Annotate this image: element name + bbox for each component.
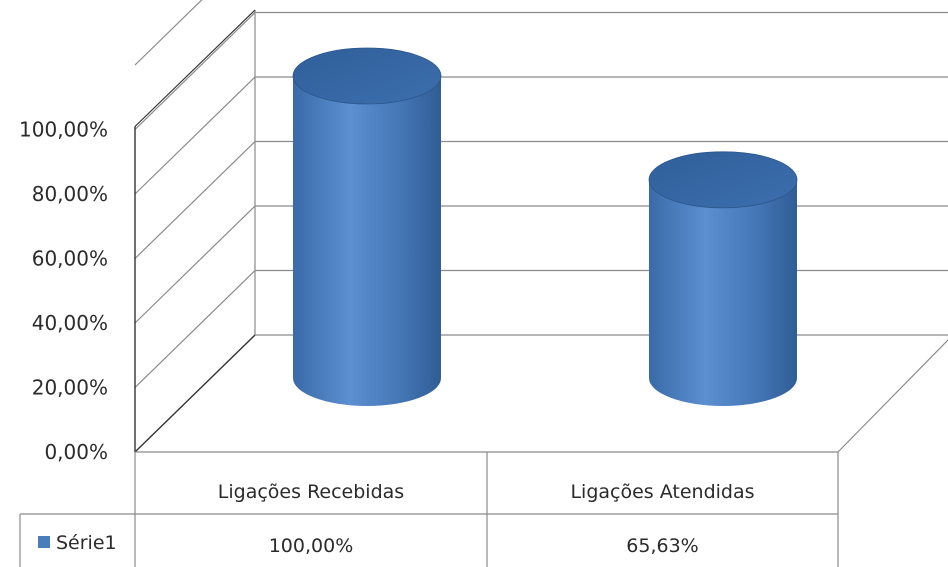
bars <box>292 47 798 406</box>
y-tick-label: 80,00% <box>32 182 108 206</box>
side-wall-top <box>134 9 256 127</box>
y-tick-label: 40,00% <box>32 311 108 335</box>
legend-swatch <box>38 536 50 548</box>
bar <box>292 47 442 406</box>
data-label: 65,63% <box>626 535 698 557</box>
floor-side-edge <box>134 334 256 453</box>
bar <box>648 151 798 406</box>
category-label: Ligações Recebidas <box>218 481 404 503</box>
bar-body <box>293 76 441 406</box>
gridline-side <box>134 270 256 388</box>
y-tick-label: 20,00% <box>32 376 108 400</box>
legend-label: Série1 <box>56 532 117 554</box>
y-tick-label: 60,00% <box>32 247 108 271</box>
bar-top <box>292 47 442 105</box>
gridline-side <box>134 205 256 324</box>
gridline-side <box>134 12 256 130</box>
bar-body <box>649 179 797 406</box>
y-tick-label: 100,00% <box>19 118 108 142</box>
category-label: Ligações Atendidas <box>570 481 754 503</box>
gridline-side <box>134 76 256 195</box>
gridline-side <box>134 141 256 259</box>
chart-frame <box>134 0 948 453</box>
floor-right-edge <box>837 339 948 453</box>
y-axis-tick-labels: 0,00% 20,00% 40,00% 60,00% 80,00% 100,00% <box>19 118 108 465</box>
bar-top <box>648 151 798 209</box>
data-label: 100,00% <box>269 535 354 557</box>
data-table: Ligações Recebidas Ligações Atendidas 100,… <box>19 451 839 567</box>
gridline-side <box>134 0 203 66</box>
y-tick-label: 0,00% <box>44 440 108 464</box>
